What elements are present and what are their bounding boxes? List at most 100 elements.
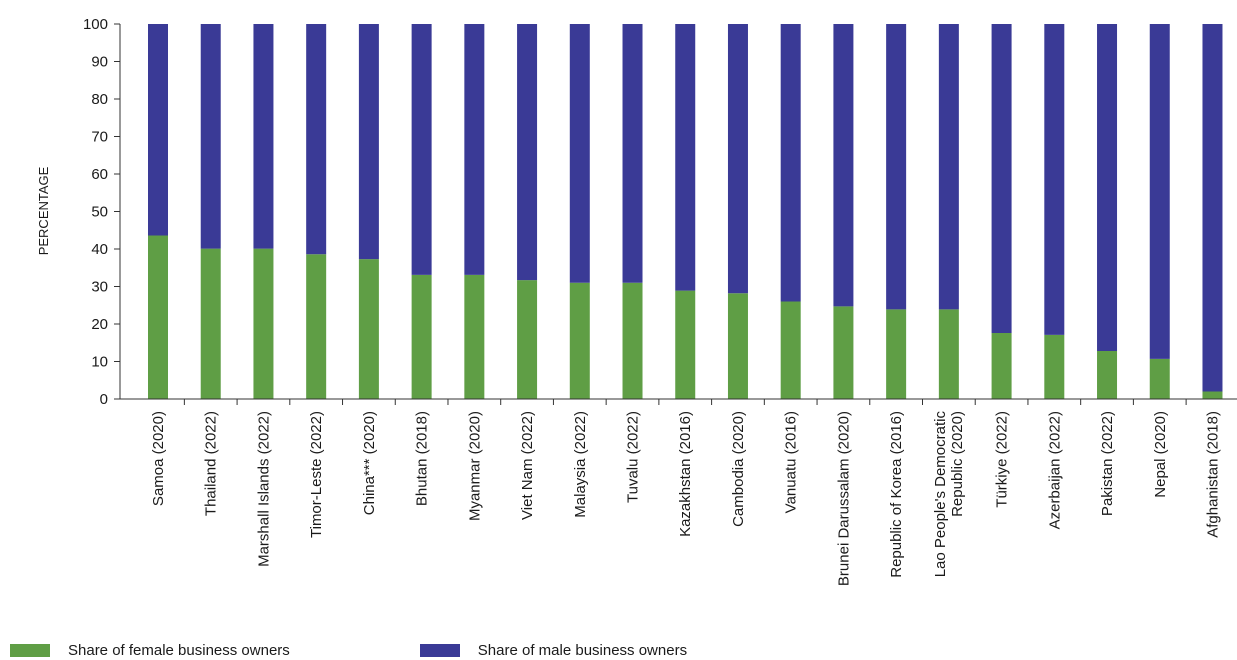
x-tick-label-line: Thailand (2022) xyxy=(203,411,220,516)
y-tick-label: 80 xyxy=(91,91,108,108)
bar-male xyxy=(1097,24,1118,351)
x-tick-label-line: Lao People's Democratic xyxy=(932,411,949,578)
y-tick-label: 50 xyxy=(91,204,108,221)
x-tick-label: Republic of Korea (2016) xyxy=(888,411,905,578)
bar-male xyxy=(1044,24,1065,335)
x-tick-label: Nepal (2020) xyxy=(1152,411,1169,498)
legend-swatch-male xyxy=(419,643,460,657)
x-tick-label: Viet Nam (2022) xyxy=(519,411,536,520)
bar-male xyxy=(148,24,168,236)
x-tick-label-line: Tuvalu (2022) xyxy=(625,411,642,503)
x-tick-label: Azerbaijan (2022) xyxy=(1046,411,1063,529)
x-tick-label: Samoa (2020) xyxy=(150,411,167,506)
bar-female xyxy=(1202,391,1223,399)
y-tick-label: 30 xyxy=(91,279,108,296)
bar-female xyxy=(991,333,1012,399)
y-tick-label: 40 xyxy=(91,241,108,258)
x-tick-label: Afghanistan (2018) xyxy=(1204,411,1221,538)
x-tick-label: Timor-Leste (2022) xyxy=(308,411,325,538)
bar-female xyxy=(306,254,327,399)
bar-female xyxy=(569,282,590,399)
x-tick-label: Kazakhstan (2016) xyxy=(677,411,694,537)
x-tick-label: Myanmar (2020) xyxy=(466,411,483,521)
bar-female xyxy=(780,301,801,399)
bar-male xyxy=(727,24,748,294)
x-tick-label: Türkiye (2022) xyxy=(994,411,1011,508)
bar-male xyxy=(411,24,432,275)
x-tick-label: Lao People's DemocraticRepublic (2020) xyxy=(932,411,966,578)
x-tick-label: Vanuatu (2016) xyxy=(783,411,800,513)
x-tick-label-line: Afghanistan (2018) xyxy=(1204,411,1221,538)
bar-male xyxy=(886,24,907,310)
x-tick-label-line: Azerbaijan (2022) xyxy=(1046,411,1063,529)
y-tick-label: 20 xyxy=(91,316,108,333)
x-tick-label-line: Türkiye (2022) xyxy=(994,411,1011,508)
legend-swatch-female xyxy=(10,643,50,657)
x-tick-label-line: China*** (2020) xyxy=(361,411,378,515)
bar-female xyxy=(1044,334,1065,399)
x-tick-label-line: Brunei Darussalam (2020) xyxy=(835,411,852,586)
y-tick-label: 100 xyxy=(83,16,108,33)
x-tick-label: Thailand (2022) xyxy=(203,411,220,516)
bar-male xyxy=(464,24,485,275)
x-tick-label: Bhutan (2018) xyxy=(414,411,431,506)
bar-female xyxy=(833,306,854,399)
bar-male xyxy=(1202,24,1223,392)
bar-female xyxy=(1149,358,1170,399)
bar-female xyxy=(517,280,538,399)
legend: Share of female business owners Share of… xyxy=(10,640,817,660)
bar-male xyxy=(306,24,327,255)
bar-female xyxy=(727,293,748,399)
x-tick-label-line: Republic (2020) xyxy=(949,411,966,517)
bar-male xyxy=(622,24,643,283)
legend-item-female: Share of female business owners xyxy=(10,642,290,659)
bar-male xyxy=(253,24,274,249)
x-tick-label: China*** (2020) xyxy=(361,411,378,515)
x-tick-label-line: Kazakhstan (2016) xyxy=(677,411,694,537)
y-tick-label: 90 xyxy=(91,54,108,71)
bar-female xyxy=(1097,351,1118,399)
stacked-bar-chart: PERCENTAGE 0 10 20 30 40 50 60 70 80 90 100 Samoa … xyxy=(36,16,1237,586)
legend-label-female: Share of female business owners xyxy=(68,641,290,659)
x-tick-label: Brunei Darussalam (2020) xyxy=(835,411,852,586)
y-tick-label: 0 xyxy=(100,391,108,408)
bar-female xyxy=(358,259,379,399)
bars xyxy=(148,24,1223,399)
bar-female xyxy=(148,235,168,399)
y-tick-label: 70 xyxy=(91,129,108,146)
x-tick-label: Pakistan (2022) xyxy=(1099,411,1116,516)
y-tick-label: 60 xyxy=(91,166,108,183)
bar-female xyxy=(675,290,696,399)
bar-female xyxy=(622,282,643,399)
x-tick-label-line: Pakistan (2022) xyxy=(1099,411,1116,516)
bar-male xyxy=(358,24,379,260)
bar-male xyxy=(675,24,696,291)
bar-female xyxy=(464,274,485,399)
x-axis: Samoa (2020) Thailand (2022) Marshall Isla… xyxy=(120,398,1237,586)
bar-male xyxy=(833,24,854,307)
bar-female xyxy=(886,309,907,399)
x-tick-label-line: Malaysia (2022) xyxy=(572,411,589,518)
x-tick-label-line: Cambodia (2020) xyxy=(730,411,747,527)
x-tick-label-line: Vanuatu (2016) xyxy=(783,411,800,513)
bar-male xyxy=(1149,24,1170,359)
bar-male xyxy=(991,24,1012,333)
bar-male xyxy=(517,24,538,281)
bar-male xyxy=(200,24,221,249)
bar-male xyxy=(938,24,959,310)
bar-female xyxy=(253,248,274,399)
y-axis: 0 10 20 30 40 50 60 70 80 90 100 xyxy=(83,16,121,408)
y-axis-label: PERCENTAGE xyxy=(36,166,51,255)
bar-male xyxy=(780,24,801,302)
x-tick-label-line: Republic of Korea (2016) xyxy=(888,411,905,578)
x-tick-label-line: Bhutan (2018) xyxy=(414,411,431,506)
bar-female xyxy=(411,274,432,399)
legend-label-male: Share of male business owners xyxy=(477,641,688,659)
x-tick-label: Malaysia (2022) xyxy=(572,411,589,518)
bar-female xyxy=(938,309,959,399)
x-tick-label-line: Samoa (2020) xyxy=(150,411,167,506)
x-tick-label: Cambodia (2020) xyxy=(730,411,747,527)
x-tick-label-line: Nepal (2020) xyxy=(1152,411,1169,498)
x-tick-label: Marshall Islands (2022) xyxy=(255,411,272,567)
x-tick-label-line: Timor-Leste (2022) xyxy=(308,411,325,538)
